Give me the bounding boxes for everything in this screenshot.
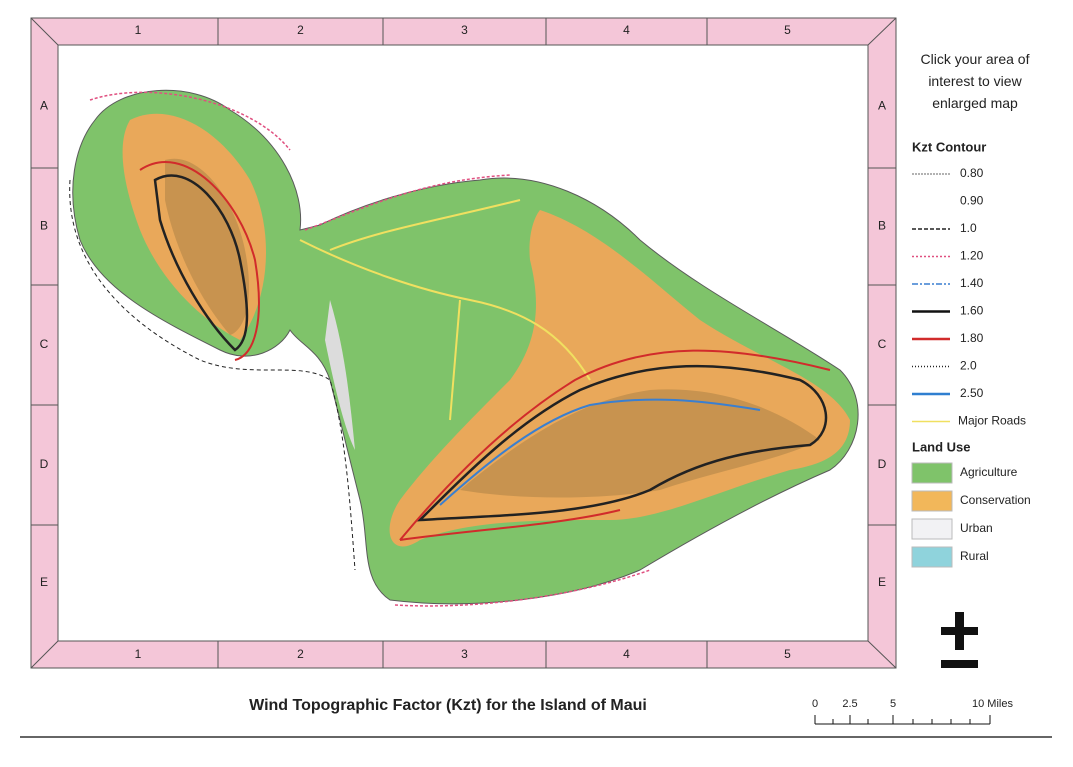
map-cell[interactable] bbox=[58, 525, 218, 641]
legend-label: 1.80 bbox=[960, 331, 984, 345]
map-cell[interactable] bbox=[58, 168, 218, 285]
instruction: Click your area of interest to view enlarg… bbox=[921, 51, 1030, 111]
map-cell[interactable] bbox=[218, 168, 383, 285]
row-label: E bbox=[878, 575, 886, 589]
row-label: C bbox=[878, 337, 887, 351]
legend-label: Major Roads bbox=[958, 414, 1026, 428]
scale-bar bbox=[814, 715, 991, 725]
column-label: 4 bbox=[623, 647, 630, 661]
map-cell[interactable] bbox=[707, 45, 868, 168]
legend-label: Urban bbox=[960, 521, 993, 535]
legend-label: Conservation bbox=[960, 493, 1031, 507]
island bbox=[69, 89, 859, 607]
column-label: 5 bbox=[784, 23, 791, 37]
legend-label: 1.20 bbox=[960, 249, 984, 263]
column-label: 1 bbox=[135, 647, 142, 661]
terrain-summit bbox=[460, 389, 820, 498]
legend-label: Agriculture bbox=[960, 465, 1018, 479]
map-cell[interactable] bbox=[218, 285, 383, 405]
north-arrow bbox=[941, 612, 978, 668]
row-label: A bbox=[878, 99, 886, 113]
legend-label: Rural bbox=[960, 549, 989, 563]
legend-label: 1.0 bbox=[960, 221, 977, 235]
map-cell[interactable] bbox=[383, 45, 546, 168]
terrain-summit bbox=[165, 158, 250, 335]
column-label: 3 bbox=[461, 647, 468, 661]
map-cell[interactable] bbox=[707, 525, 868, 641]
map-title: Wind Topographic Factor (Kzt) for the Is… bbox=[249, 697, 647, 714]
map-cell[interactable] bbox=[383, 285, 546, 405]
map-cell[interactable] bbox=[546, 405, 707, 525]
row-label: A bbox=[40, 99, 48, 113]
map-cell[interactable] bbox=[546, 168, 707, 285]
map-cell[interactable] bbox=[546, 525, 707, 641]
map-cell[interactable] bbox=[58, 405, 218, 525]
column-label: 3 bbox=[461, 23, 468, 37]
row-label: D bbox=[878, 457, 887, 471]
legend-swatch bbox=[911, 490, 953, 512]
column-label: 2 bbox=[297, 23, 304, 37]
land-urban bbox=[325, 300, 355, 450]
map-cell[interactable] bbox=[707, 405, 868, 525]
row-label: B bbox=[40, 219, 48, 233]
legend-swatch bbox=[911, 546, 953, 568]
contour-line bbox=[139, 161, 260, 361]
scale-label: 5 bbox=[890, 698, 896, 710]
legend-label: 0.90 bbox=[960, 194, 984, 208]
legend-swatch bbox=[911, 518, 953, 540]
column-label: 5 bbox=[784, 647, 791, 661]
map-cell[interactable] bbox=[218, 405, 383, 525]
row-label: B bbox=[878, 219, 886, 233]
column-label: 4 bbox=[623, 23, 630, 37]
column-label: 2 bbox=[297, 647, 304, 661]
legend-label: 2.50 bbox=[960, 386, 984, 400]
contour-line bbox=[89, 91, 651, 607]
road bbox=[299, 199, 591, 421]
legend-label: 0.80 bbox=[960, 166, 984, 180]
map-cell[interactable] bbox=[58, 285, 218, 405]
legend-title: Kzt Contour bbox=[912, 139, 986, 154]
map-cell[interactable] bbox=[707, 168, 868, 285]
row-label: D bbox=[40, 457, 49, 471]
frame-corner bbox=[867, 640, 897, 669]
map-cell[interactable] bbox=[218, 525, 383, 641]
contour-line bbox=[153, 174, 249, 352]
frame-corner bbox=[30, 17, 59, 46]
map-cell[interactable] bbox=[383, 405, 546, 525]
legend-label: 1.40 bbox=[960, 276, 984, 290]
contour-line bbox=[439, 398, 761, 506]
legend-title: Land Use bbox=[912, 439, 971, 454]
map-cell[interactable] bbox=[218, 45, 383, 168]
frame-corner bbox=[30, 640, 59, 669]
row-label: E bbox=[40, 575, 48, 589]
map-cell[interactable] bbox=[383, 168, 546, 285]
row-label: C bbox=[40, 337, 49, 351]
scale-label: 10 Miles bbox=[972, 698, 1013, 710]
scale-label: 2.5 bbox=[842, 698, 857, 710]
legend-label: 1.60 bbox=[960, 304, 984, 318]
contour-line bbox=[416, 364, 828, 522]
map-cell[interactable] bbox=[546, 45, 707, 168]
legend-label: 2.0 bbox=[960, 359, 977, 373]
column-label: 1 bbox=[135, 23, 142, 37]
map-cell[interactable] bbox=[707, 285, 868, 405]
contour-line bbox=[69, 179, 356, 571]
contour-line bbox=[399, 349, 831, 541]
map-cell[interactable] bbox=[383, 525, 546, 641]
map-cell[interactable] bbox=[58, 45, 218, 168]
frame-corner bbox=[867, 17, 897, 46]
map-cell[interactable] bbox=[546, 285, 707, 405]
scale-label: 0 bbox=[812, 698, 818, 710]
legend-swatch bbox=[911, 462, 953, 484]
